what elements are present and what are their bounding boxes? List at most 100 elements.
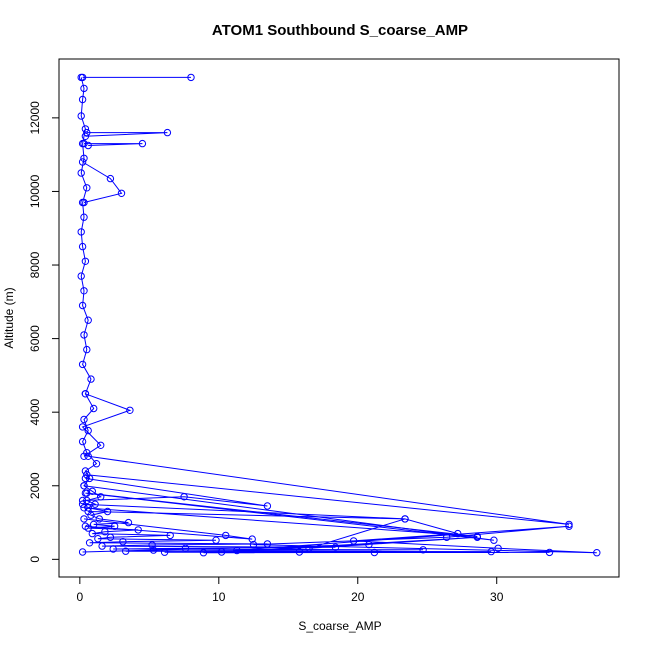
data-point [80,139,88,148]
data-point [124,518,133,527]
data-point [81,467,90,475]
data-point [419,546,427,554]
data-point [77,112,85,120]
data-point [222,531,230,540]
data-point [90,404,98,413]
data-point [80,84,88,93]
data-point [80,452,88,460]
data-point [83,345,91,354]
data-point [148,541,156,549]
x-axis: 0 10 20 30 [76,577,504,604]
data-point [149,546,158,554]
data-point [487,547,495,556]
data-point [106,533,115,541]
data-point [163,128,172,137]
data-point [212,536,220,544]
data-point [81,522,90,530]
data-point [85,539,94,547]
data-point [109,545,117,553]
data-point [78,548,87,556]
data-point [87,375,95,383]
data-point [77,169,85,177]
data-point [166,531,174,540]
data-point [81,132,90,141]
data-point [545,548,554,557]
data-point [490,536,498,544]
data-point [138,139,147,148]
data-point [401,515,409,523]
data-point [81,125,90,133]
plot-frame [58,58,620,578]
y-tick-label: 0 [28,556,42,563]
y-tick-label: 2000 [28,472,42,499]
data-point [84,316,92,324]
data-point [78,423,87,431]
data-point [83,184,91,192]
data-point [80,482,88,490]
data-point [78,95,87,104]
data-point [84,452,92,460]
data-point [199,549,208,557]
data-point [249,540,258,549]
x-tick-label: 0 [76,590,83,604]
series-layer [77,73,601,557]
series-line-7 [86,455,570,525]
data-point [349,537,358,545]
series-line-11 [83,492,478,537]
data-point [95,515,104,523]
data-point [92,460,101,468]
data-point [106,174,115,183]
data-point [295,548,304,556]
series-line-12 [83,518,253,540]
data-point [78,500,87,508]
data-point [494,544,502,552]
data-point [90,520,98,529]
y-axis: 0 2000 4000 6000 8000 10000 12000 [28,101,59,563]
data-point [565,520,573,529]
data-point [78,73,87,82]
data-point [80,213,88,221]
chart-title: ATOM1 Southbound S_coarse_AMP [212,22,468,39]
series-line-6 [81,393,132,457]
data-point [473,532,481,541]
series-line-4 [84,143,143,146]
data-point [94,535,102,543]
data-point [370,548,379,557]
data-point [78,496,87,505]
data-point [331,543,340,551]
data-point [119,538,127,546]
data-point [77,228,85,236]
y-tick-label: 6000 [28,325,42,352]
data-point [117,189,126,198]
data-point [83,128,91,137]
data-point [187,73,195,82]
y-tick-label: 4000 [28,399,42,426]
y-tick-label: 8000 [28,251,42,278]
data-point [160,548,169,556]
data-point [305,544,313,552]
data-point [78,158,87,166]
data-point [80,154,88,163]
data-point [84,426,92,435]
data-point [81,390,90,398]
y-tick-label: 12000 [28,101,42,135]
x-tick-label: 20 [351,590,365,604]
x-tick-label: 30 [490,590,504,604]
series-line-8 [83,485,494,541]
series-line-1 [80,77,597,554]
data-point [80,287,88,295]
data-point [80,504,88,512]
data-point [81,257,90,265]
data-point [78,437,87,446]
data-point [233,546,241,555]
data-point [248,535,256,543]
x-axis-label: S_coarse_AMP [298,619,381,633]
data-point [83,489,91,497]
data-point [263,540,272,548]
data-point [78,360,87,369]
data-point [97,441,105,449]
series-line-5 [82,161,123,203]
data-point [84,141,92,150]
data-point [365,540,373,549]
